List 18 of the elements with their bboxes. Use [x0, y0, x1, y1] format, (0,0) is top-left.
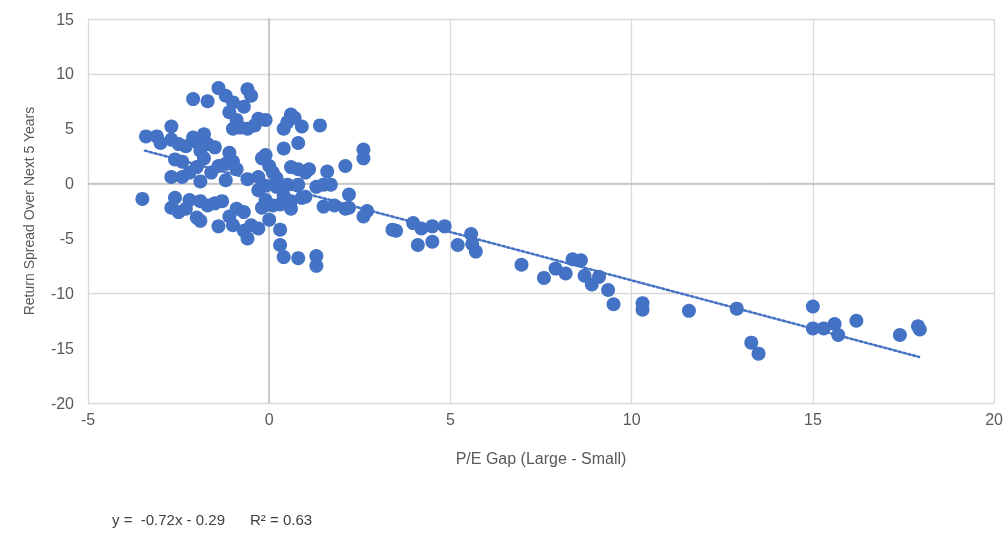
x-tick-label: 20 — [985, 410, 1004, 428]
x-axis-title: P/E Gap (Large - Small) — [455, 449, 627, 467]
y-axis-title: Return Spread Over Next 5 Years — [21, 106, 37, 316]
x-tick-label: 0 — [264, 410, 274, 428]
x-tick-label: 15 — [803, 410, 822, 428]
y-tick-label: 5 — [65, 120, 75, 138]
y-tick-label: 10 — [56, 65, 75, 83]
text: R² = 0.63 — [250, 511, 313, 528]
y-tick-label: 15 — [56, 10, 75, 28]
y-tick-label: -15 — [50, 339, 75, 357]
x-tick-label: 10 — [622, 410, 641, 428]
text: y = -0.72x - 0.29 — [112, 511, 225, 528]
y-tick-label: 0 — [65, 175, 75, 193]
y-tick-label: -20 — [50, 394, 75, 412]
x-tick-label: 5 — [445, 410, 455, 428]
y-tick-label: -5 — [59, 229, 75, 247]
y-tick-label: -10 — [50, 284, 75, 302]
x-tick-label: -5 — [80, 410, 96, 428]
